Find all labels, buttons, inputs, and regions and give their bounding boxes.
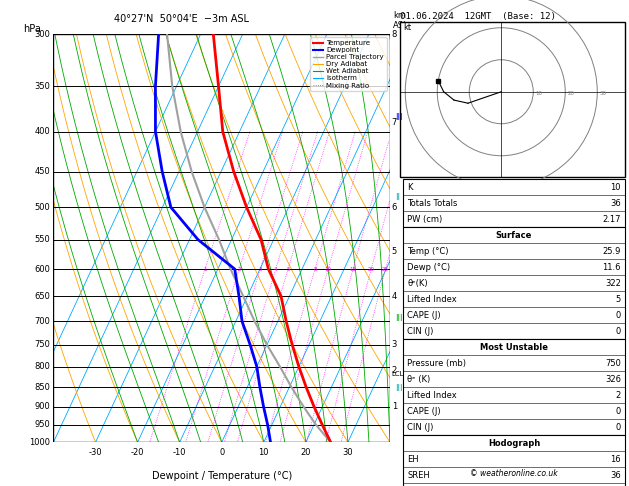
Bar <box>403 227 625 339</box>
Text: K: K <box>407 183 413 191</box>
Text: 1000: 1000 <box>29 438 50 447</box>
Text: θᵉ (K): θᵉ (K) <box>407 375 430 383</box>
Text: 25.9: 25.9 <box>603 246 621 256</box>
Text: 4: 4 <box>274 266 277 272</box>
Text: 25: 25 <box>382 266 389 272</box>
Text: CAPE (J): CAPE (J) <box>407 406 441 416</box>
Text: 7: 7 <box>392 119 397 127</box>
Text: 2: 2 <box>392 366 397 375</box>
Text: 1: 1 <box>392 402 397 411</box>
Text: 850: 850 <box>34 382 50 392</box>
Text: 3: 3 <box>259 266 262 272</box>
Text: -10: -10 <box>173 449 186 457</box>
Text: -20: -20 <box>131 449 144 457</box>
Text: 5: 5 <box>392 247 397 256</box>
Text: SREH: SREH <box>407 470 430 480</box>
Text: θᵉ(K): θᵉ(K) <box>407 278 428 288</box>
Text: 40°27'N  50°04'E  −3m ASL: 40°27'N 50°04'E −3m ASL <box>114 14 249 24</box>
Text: 16: 16 <box>610 454 621 464</box>
Text: Dewp (°C): Dewp (°C) <box>407 262 450 272</box>
Text: 750: 750 <box>605 359 621 367</box>
Text: 5: 5 <box>616 295 621 303</box>
Text: LCL: LCL <box>392 371 404 377</box>
Text: 322: 322 <box>605 278 621 288</box>
Text: 01.06.2024  12GMT  (Base: 12): 01.06.2024 12GMT (Base: 12) <box>400 12 556 21</box>
Bar <box>403 339 625 435</box>
Text: 3: 3 <box>392 340 397 349</box>
Text: III: III <box>395 314 403 323</box>
Text: 20: 20 <box>368 266 375 272</box>
Text: 30: 30 <box>599 91 606 96</box>
Text: 2: 2 <box>616 390 621 399</box>
Bar <box>403 179 625 227</box>
Text: 0: 0 <box>616 327 621 335</box>
Bar <box>400 22 625 177</box>
Text: Temp (°C): Temp (°C) <box>407 246 448 256</box>
Text: kt: kt <box>403 23 411 32</box>
Text: 4: 4 <box>392 292 397 301</box>
Text: PW (cm): PW (cm) <box>407 214 442 224</box>
Text: -30: -30 <box>89 449 103 457</box>
Legend: Temperature, Dewpoint, Parcel Trajectory, Dry Adiabat, Wet Adiabat, Isotherm, Mi: Temperature, Dewpoint, Parcel Trajectory… <box>310 37 386 91</box>
Text: 20: 20 <box>301 449 311 457</box>
Text: 8: 8 <box>313 266 317 272</box>
Bar <box>403 435 625 486</box>
Text: 10: 10 <box>259 449 269 457</box>
Text: 6: 6 <box>392 203 397 212</box>
Text: 0: 0 <box>616 406 621 416</box>
Text: III: III <box>395 384 403 393</box>
Text: CIN (J): CIN (J) <box>407 327 433 335</box>
Text: 20: 20 <box>567 91 574 96</box>
Text: EH: EH <box>407 454 419 464</box>
Text: 10: 10 <box>611 183 621 191</box>
Text: 950: 950 <box>35 420 50 429</box>
Text: Surface: Surface <box>496 230 532 240</box>
Text: 550: 550 <box>35 235 50 244</box>
Text: II: II <box>395 193 400 202</box>
Text: 326: 326 <box>605 375 621 383</box>
Text: 2.17: 2.17 <box>603 214 621 224</box>
Text: Dewpoint / Temperature (°C): Dewpoint / Temperature (°C) <box>152 471 292 481</box>
Text: 8: 8 <box>392 30 397 38</box>
Text: Hodograph: Hodograph <box>488 438 540 448</box>
Text: 0: 0 <box>616 311 621 319</box>
Text: 350: 350 <box>34 82 50 91</box>
Text: 2: 2 <box>237 266 241 272</box>
Text: 5: 5 <box>286 266 290 272</box>
Text: Most Unstable: Most Unstable <box>480 343 548 351</box>
Text: © weatheronline.co.uk: © weatheronline.co.uk <box>470 469 558 478</box>
Text: 0: 0 <box>616 422 621 432</box>
Text: III: III <box>395 113 403 122</box>
Text: 30: 30 <box>343 449 353 457</box>
Text: Lifted Index: Lifted Index <box>407 390 457 399</box>
Text: 300: 300 <box>34 30 50 38</box>
Text: 36: 36 <box>610 198 621 208</box>
Text: 1: 1 <box>203 266 207 272</box>
Text: 650: 650 <box>34 292 50 301</box>
Text: km
ASL: km ASL <box>393 11 409 30</box>
Text: 800: 800 <box>34 362 50 371</box>
Text: CAPE (J): CAPE (J) <box>407 311 441 319</box>
Text: Lifted Index: Lifted Index <box>407 295 457 303</box>
Text: 10: 10 <box>325 266 331 272</box>
Text: 600: 600 <box>34 264 50 274</box>
Text: 500: 500 <box>35 203 50 212</box>
Text: 900: 900 <box>35 402 50 411</box>
Text: CIN (J): CIN (J) <box>407 422 433 432</box>
Text: 36: 36 <box>610 470 621 480</box>
Text: 10: 10 <box>535 91 542 96</box>
Text: Totals Totals: Totals Totals <box>407 198 457 208</box>
Text: hPa: hPa <box>23 24 40 34</box>
Text: Mixing Ratio (g/kg): Mixing Ratio (g/kg) <box>426 198 435 278</box>
Text: 450: 450 <box>35 167 50 176</box>
Text: Pressure (mb): Pressure (mb) <box>407 359 466 367</box>
Text: 400: 400 <box>35 127 50 136</box>
Text: 700: 700 <box>34 317 50 326</box>
Text: 15: 15 <box>350 266 357 272</box>
Text: 750: 750 <box>34 340 50 349</box>
Text: 0: 0 <box>219 449 225 457</box>
Text: 11.6: 11.6 <box>603 262 621 272</box>
